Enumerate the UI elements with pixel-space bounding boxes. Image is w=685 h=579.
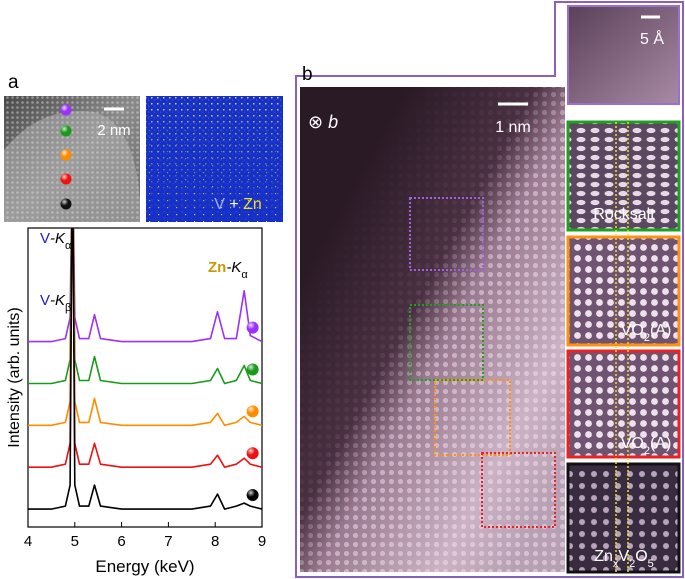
x-tick-label: 8 (211, 533, 219, 550)
panel-label: b (302, 64, 313, 85)
inset-label-part: 2 (644, 445, 650, 457)
annotation-part: -K (50, 230, 66, 247)
annotation-part: α (65, 240, 72, 252)
x-axis-label: Energy (keV) (95, 557, 194, 576)
inset-label-part: (A) (650, 322, 671, 339)
inset-label-part: x (613, 558, 619, 570)
plot-area (28, 228, 262, 510)
y-axis-label: Intensity (arb. units) (6, 307, 23, 448)
annotation-part: -K (226, 259, 242, 276)
annotation-part: V (40, 230, 50, 247)
inset-label-part: V (618, 548, 629, 565)
haadf-image: 2 nm (4, 96, 140, 222)
peak-annotation: Zn-Kα (208, 259, 248, 281)
peak-annotation: V-Kβ (40, 292, 71, 314)
insets: 5 Å (566, 5, 681, 574)
spectrum-line (28, 228, 262, 510)
x-tick-label: 6 (117, 533, 125, 550)
marker-shine (246, 447, 259, 460)
plus: + (229, 196, 238, 213)
inset-label: VO2(A) (621, 322, 672, 344)
x-tick-label: 9 (258, 533, 266, 550)
inset-label-part: VO (621, 322, 644, 339)
zn-label: Zn (243, 196, 262, 213)
inset-label-part: O (635, 548, 647, 565)
x-tick-label: 7 (164, 533, 172, 550)
x-tick-label: 4 (24, 533, 32, 550)
annotation-part: β (65, 302, 71, 314)
inset-label-part: 5 (648, 558, 654, 570)
inset-label-part: 2 (644, 332, 650, 344)
stem-image: ⊗ b 1 nm (300, 87, 565, 572)
inset-label-part: Rocksalt (593, 206, 655, 223)
panel-label: a (8, 72, 19, 93)
inset-label-part: 2 (629, 558, 635, 570)
peak-annotation: V-Kα (40, 230, 72, 252)
inset-label-part: VO (621, 435, 644, 452)
inset-label: VO2(A) (621, 435, 672, 457)
axis-name: b (328, 112, 338, 132)
marker-shine (246, 321, 259, 334)
inset-label-part: Zn (594, 548, 613, 565)
v-label: V (214, 196, 225, 213)
axis-indicator: ⊗ b (308, 112, 338, 132)
marker-shine (246, 363, 259, 376)
panel-border (295, 1, 684, 578)
axis-symbol: ⊗ (308, 112, 323, 132)
annotation-part: -K (50, 292, 66, 309)
annotation-part: Zn (208, 259, 226, 276)
annotation-part: V (40, 292, 50, 309)
inset-label-part: (A) (650, 435, 671, 452)
scale-bar-label: 1 nm (495, 119, 531, 136)
inset-label: ZnxV2O5 (594, 548, 654, 570)
marker-shine (246, 405, 259, 418)
eds-map: V + Zn (146, 96, 283, 222)
scale-bar-label: 5 Å (640, 29, 664, 48)
inset-label: Rocksalt (593, 206, 655, 223)
x-tick-label: 5 (71, 533, 79, 550)
plot-frame (27, 227, 263, 528)
annotation-part: α (241, 269, 248, 281)
marker-shine (246, 489, 259, 502)
map-label: V + Zn (214, 196, 262, 213)
scale-bar-label: 2 nm (97, 122, 130, 139)
